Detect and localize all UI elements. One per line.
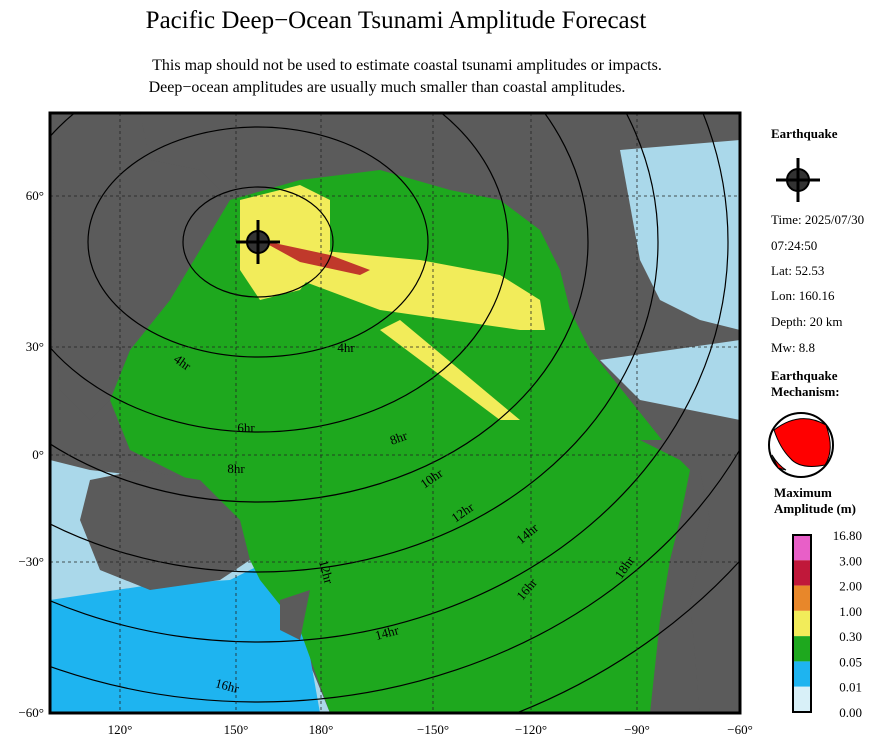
time: Time: 2025/07/30: [771, 212, 864, 227]
lon-label: 150°: [224, 722, 249, 737]
contour-label: 4hr: [337, 340, 355, 355]
map-frame: [48, 111, 742, 715]
lat-label: −60°: [18, 705, 44, 720]
colorbar-label: 0.30: [839, 629, 862, 644]
clock: 07:24:50: [771, 238, 817, 253]
magnitude: Mw: 8.8: [771, 340, 815, 355]
mechanism-heading: Earthquake: [771, 368, 838, 383]
colorbar-segment: [793, 585, 811, 611]
colorbar-segment: [793, 636, 811, 662]
colorbar-segment: [793, 686, 811, 712]
earthquake-symbol: [776, 158, 820, 202]
colorbar-segment: [793, 610, 811, 637]
amplitude-heading: Amplitude (m): [774, 501, 856, 516]
colorbar-label: 2.00: [839, 579, 862, 594]
colorbar-frame: [792, 534, 812, 713]
lat-label: −30°: [18, 554, 44, 569]
contour-label: 14hr: [373, 622, 401, 643]
colorbar-segment: [793, 535, 811, 561]
contour-label: 8hr: [227, 461, 245, 476]
lon-label: −60°: [727, 722, 753, 737]
earthquake-heading: Earthquake: [771, 126, 838, 141]
beachball: [768, 412, 834, 478]
colorbar-segment: [793, 560, 811, 586]
lon: Lon: 160.16: [771, 288, 835, 303]
lat-label: 60°: [26, 188, 44, 203]
lat-label: 30°: [26, 339, 44, 354]
contour-label: 8hr: [388, 428, 410, 448]
lon-label: −120°: [515, 722, 547, 737]
mechanism-heading: Mechanism:: [771, 384, 840, 399]
depth: Depth: 20 km: [771, 314, 843, 329]
subtitle: This map should not be used to estimate …: [152, 57, 662, 74]
contour-label: 6hr: [237, 420, 255, 435]
title: Pacific Deep−Ocean Tsunami Amplitude For…: [146, 7, 647, 34]
epicenter: [236, 220, 280, 264]
contour-label: 16hr: [214, 675, 242, 696]
lon-label: 180°: [309, 722, 334, 737]
contour-label: 12hr: [316, 558, 337, 586]
colorbar-label: 1.00: [839, 604, 862, 619]
colorbar-label: 0.01: [839, 680, 862, 695]
colorbar-label: 3.00: [839, 553, 862, 568]
lat-label: 0°: [32, 447, 44, 462]
colorbar-label: 0.00: [839, 705, 862, 720]
colorbar-segment: [793, 661, 811, 687]
amplitude-heading: Maximum: [774, 485, 832, 500]
subtitle: Deep−ocean amplitudes are usually much s…: [149, 79, 626, 96]
colorbar-label: 16.80: [833, 528, 862, 543]
lon-label: 120°: [108, 722, 133, 737]
lon-label: −150°: [417, 722, 449, 737]
lat: Lat: 52.53: [771, 263, 824, 278]
lon-label: −90°: [624, 722, 650, 737]
colorbar-label: 0.05: [839, 654, 862, 669]
